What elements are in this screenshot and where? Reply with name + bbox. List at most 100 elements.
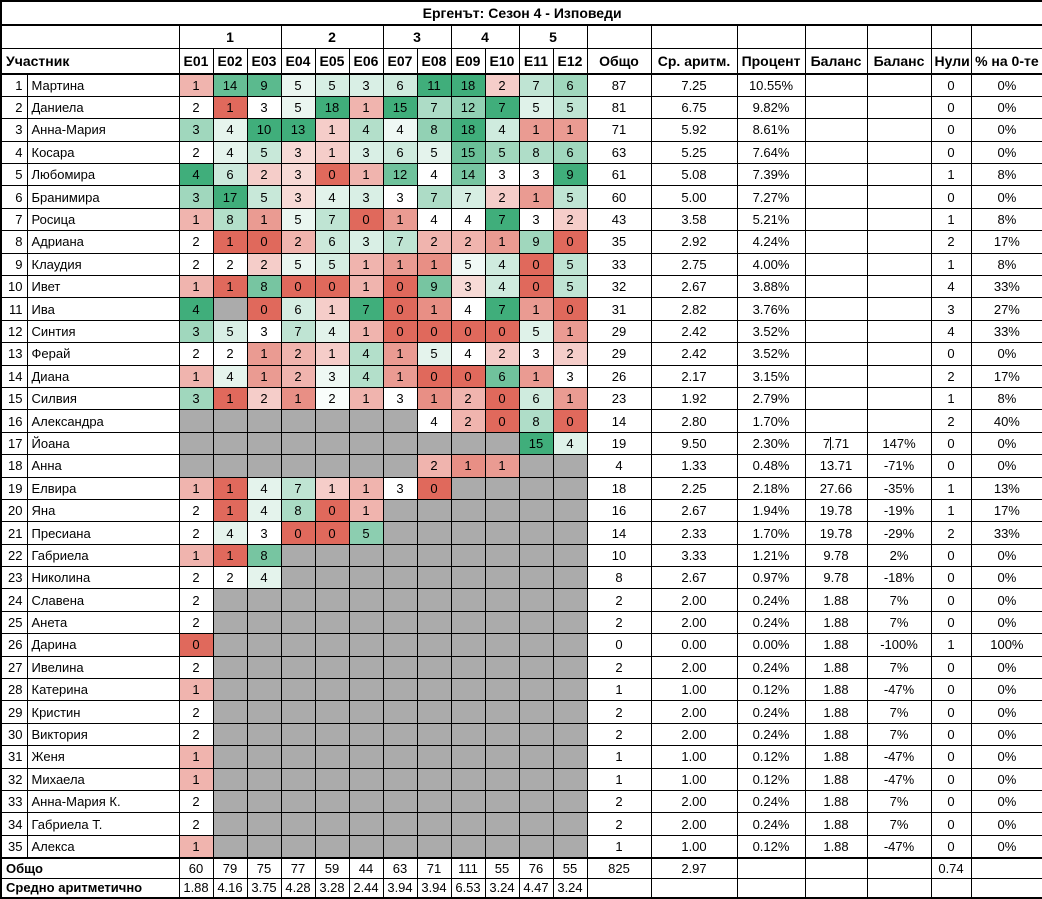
participant-name-cell[interactable]: Анна-Мария К. [26, 789, 180, 814]
episode-score-cell[interactable]: 1 [314, 297, 350, 321]
episode-score-cell[interactable]: 1 [178, 73, 214, 97]
episode-score-cell[interactable]: 5 [280, 252, 316, 277]
episode-score-cell[interactable] [382, 789, 418, 814]
percent-cell[interactable]: 0.24% [736, 722, 806, 747]
episode-group-header-3[interactable]: 3 [382, 24, 452, 49]
group-row-spacer[interactable] [0, 24, 180, 49]
episode-score-cell[interactable] [518, 745, 554, 769]
episode-score-cell[interactable]: 3 [246, 95, 282, 120]
episode-score-cell[interactable] [484, 498, 520, 523]
episode-score-cell[interactable] [416, 789, 452, 814]
episode-score-cell[interactable]: 1 [382, 252, 418, 277]
episode-score-cell[interactable]: 0 [382, 297, 418, 321]
participant-name-cell[interactable]: Виктория [26, 722, 180, 747]
percent-cell[interactable]: 0.24% [736, 610, 806, 635]
episode-score-cell[interactable] [348, 588, 384, 612]
balance-cell[interactable] [866, 297, 932, 321]
average-cell[interactable]: 2.00 [650, 812, 738, 836]
episode-score-cell[interactable] [280, 678, 316, 702]
episode-score-cell[interactable]: 5 [314, 73, 350, 97]
percent-cell[interactable]: 0.12% [736, 767, 806, 792]
total-cell[interactable]: 61 [586, 163, 652, 187]
episode-score-cell[interactable]: 6 [484, 364, 520, 388]
episode-score-cell[interactable]: 8 [280, 498, 316, 523]
zero-percent-cell[interactable]: 27% [970, 297, 1042, 321]
episode-score-cell[interactable]: 1 [552, 386, 588, 411]
episode-score-cell[interactable]: 5 [314, 252, 350, 277]
total-cell[interactable]: 19 [586, 431, 652, 456]
zero-percent-cell[interactable]: 0% [970, 431, 1042, 456]
percent-cell[interactable]: 2.18% [736, 476, 806, 500]
zeros-cell[interactable]: 1 [930, 633, 972, 657]
participant-name-cell[interactable]: Бранимира [26, 185, 180, 209]
row-number-cell[interactable]: 24 [0, 588, 28, 612]
episode-score-cell[interactable]: 2 [178, 566, 214, 590]
row-number-cell[interactable]: 1 [0, 73, 28, 97]
average-cell[interactable]: 1.00 [650, 678, 738, 702]
episode-score-cell[interactable] [518, 566, 554, 590]
episode-score-cell[interactable] [314, 834, 350, 859]
episode-score-cell[interactable] [450, 633, 486, 657]
row-number-cell[interactable]: 17 [0, 431, 28, 456]
episode-score-cell[interactable]: 4 [382, 118, 418, 142]
balance-cell[interactable]: 9.78 [804, 543, 868, 568]
episode-score-cell[interactable] [416, 566, 452, 590]
balance-cell[interactable] [804, 207, 868, 232]
percent-cell[interactable]: 0.24% [736, 700, 806, 724]
total-cell[interactable]: 29 [586, 319, 652, 344]
episode-score-cell[interactable]: 4 [314, 319, 350, 344]
episode-score-cell[interactable] [348, 745, 384, 769]
episode-score-cell[interactable] [450, 745, 486, 769]
episode-score-cell[interactable] [382, 610, 418, 635]
total-cell[interactable]: 14 [586, 409, 652, 433]
episode-score-cell[interactable]: 0 [450, 364, 486, 388]
column-header-e05[interactable]: E05 [314, 48, 350, 75]
total-cell[interactable]: 33 [586, 252, 652, 277]
balance-cell[interactable]: -47% [866, 678, 932, 702]
percent-cell[interactable]: 3.76% [736, 297, 806, 321]
episode-score-cell[interactable]: 1 [416, 386, 452, 411]
episode-score-cell[interactable] [518, 454, 554, 478]
episode-score-cell[interactable] [212, 655, 248, 680]
balance-cell[interactable]: 7% [866, 700, 932, 724]
average-cell[interactable]: 2.67 [650, 566, 738, 590]
average-cell[interactable]: 2.82 [650, 297, 738, 321]
episode-score-cell[interactable]: 1 [552, 118, 588, 142]
zeros-cell[interactable]: 0 [930, 140, 972, 165]
average-cell[interactable]: 1.00 [650, 834, 738, 859]
episode-score-cell[interactable]: 2 [450, 230, 486, 254]
episode-score-cell[interactable] [450, 476, 486, 500]
episode-score-cell[interactable]: 1 [348, 275, 384, 299]
episode-score-cell[interactable] [314, 812, 350, 836]
column-header-e06[interactable]: E06 [348, 48, 384, 75]
episode-score-cell[interactable] [484, 476, 520, 500]
episode-score-cell[interactable]: 5 [280, 207, 316, 232]
episode-score-cell[interactable] [348, 409, 384, 433]
balance-cell[interactable]: 2% [866, 543, 932, 568]
episode-score-cell[interactable]: 4 [314, 185, 350, 209]
episode-score-cell[interactable] [212, 588, 248, 612]
participant-name-cell[interactable]: Александра [26, 409, 180, 433]
episode-score-cell[interactable]: 2 [280, 230, 316, 254]
episode-score-cell[interactable] [382, 588, 418, 612]
episode-score-cell[interactable] [382, 431, 418, 456]
episode-score-cell[interactable]: 1 [212, 476, 248, 500]
episode-score-cell[interactable]: 0 [246, 297, 282, 321]
total-cell[interactable]: 29 [586, 342, 652, 366]
episode-score-cell[interactable] [416, 498, 452, 523]
episode-total-cell[interactable]: 75 [246, 856, 282, 879]
total-cell[interactable]: 26 [586, 364, 652, 388]
episode-score-cell[interactable] [450, 722, 486, 747]
balance-cell[interactable] [804, 73, 868, 97]
balance-cell[interactable] [804, 856, 868, 879]
balance-cell[interactable]: 7% [866, 588, 932, 612]
percent-cell[interactable]: 10.55% [736, 73, 806, 97]
total-cell[interactable]: 31 [586, 297, 652, 321]
percent-cell[interactable]: 0.97% [736, 566, 806, 590]
average-cell[interactable]: 5.08 [650, 163, 738, 187]
balance-cell[interactable] [804, 252, 868, 277]
percent-cell[interactable]: 5.21% [736, 207, 806, 232]
episode-score-cell[interactable]: 5 [518, 95, 554, 120]
episode-score-cell[interactable]: 4 [212, 364, 248, 388]
balance-cell[interactable] [866, 118, 932, 142]
